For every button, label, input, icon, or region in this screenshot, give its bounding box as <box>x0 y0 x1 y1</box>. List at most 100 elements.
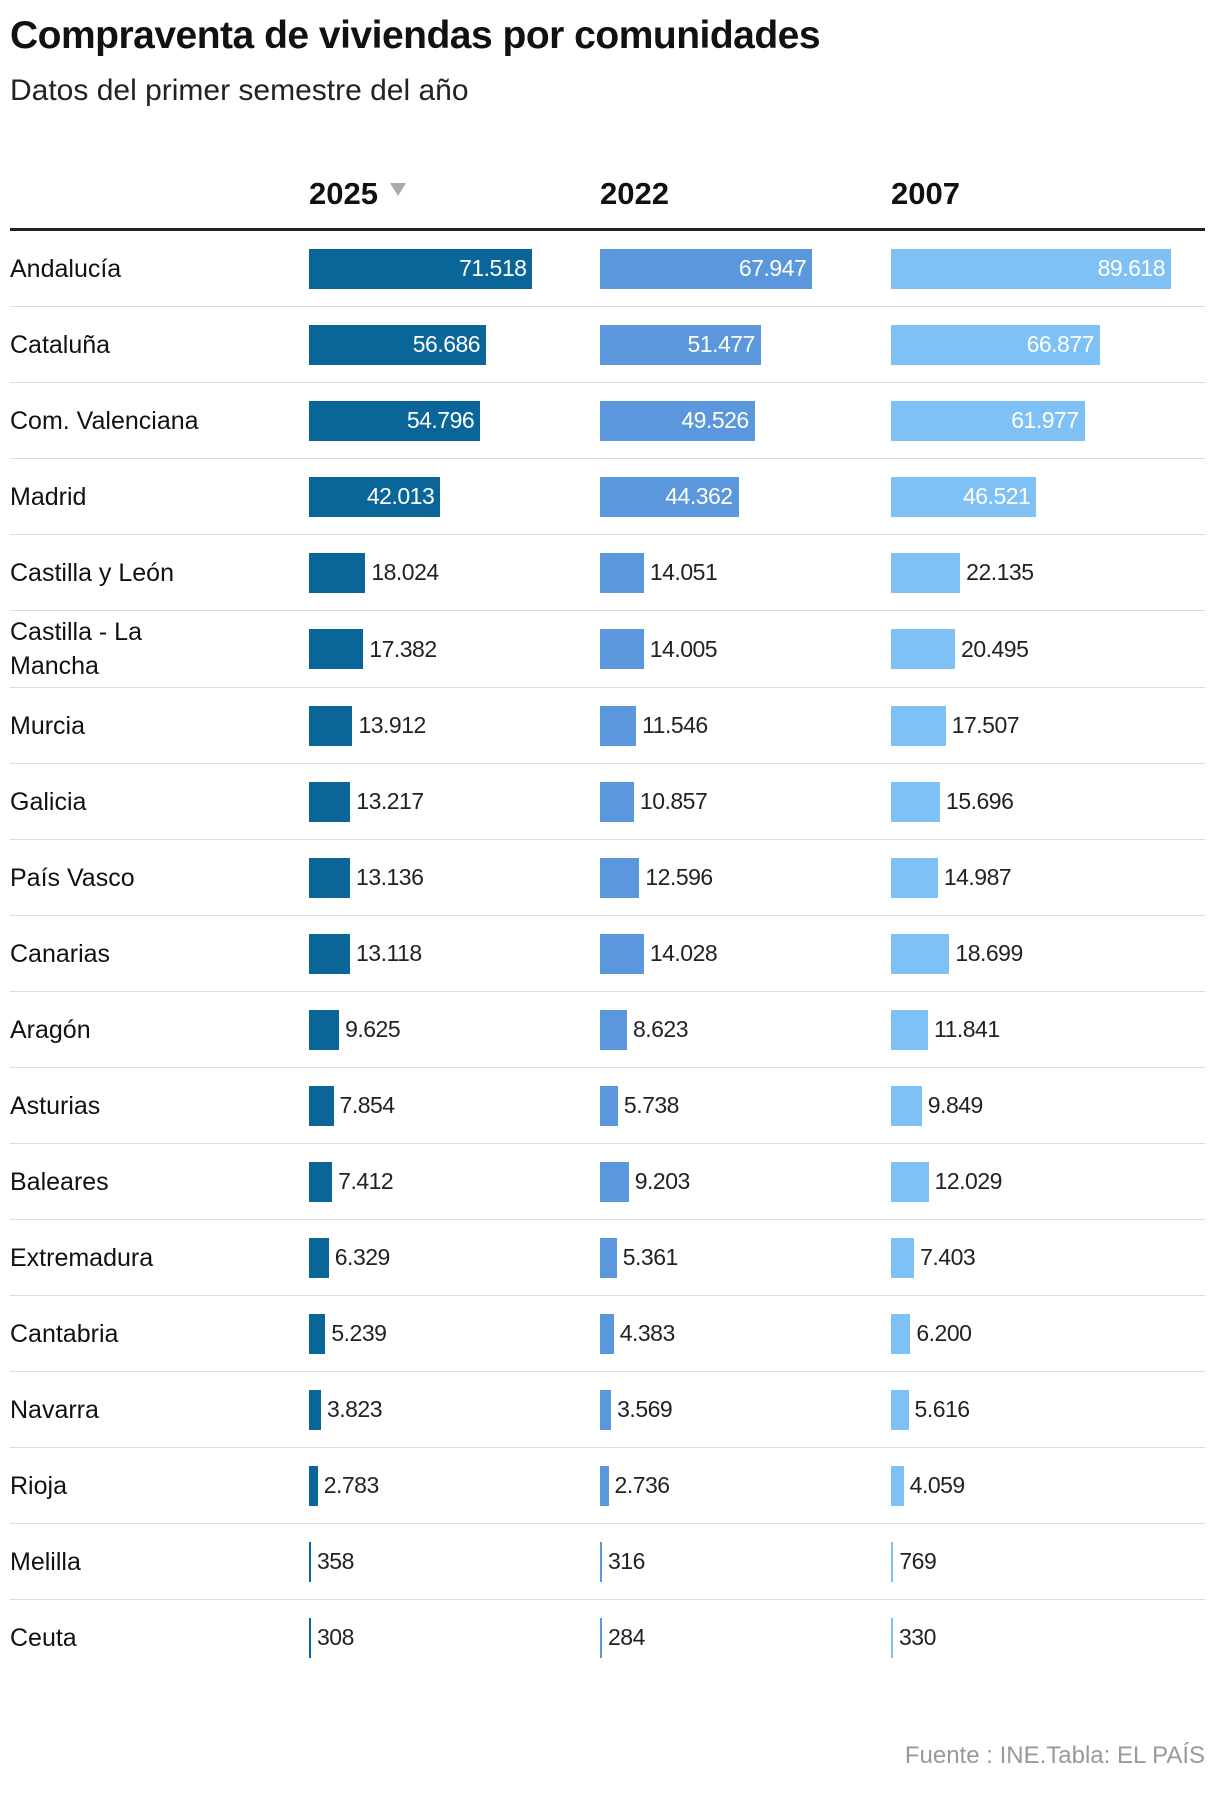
value-label: 13.912 <box>358 712 426 738</box>
table-row: Com. Valenciana 54.796 49.526 61.977 <box>10 383 1205 459</box>
bar-cell: 13.118 <box>309 933 600 974</box>
value-label: 358 <box>317 1548 354 1574</box>
bar-cell: 89.618 <box>891 248 1205 289</box>
row-label: Baleares <box>10 1167 109 1196</box>
bar <box>891 933 950 974</box>
bar-cell: 9.625 <box>309 1009 600 1050</box>
value-label: 308 <box>317 1624 354 1650</box>
value-label: 14.987 <box>943 864 1012 890</box>
value-label: 13.217 <box>356 788 424 814</box>
bar <box>891 1085 922 1126</box>
bar-cell: 4.059 <box>891 1465 1205 1506</box>
bar-cell: 66.877 <box>891 324 1205 365</box>
value-label: 12.029 <box>934 1168 1003 1194</box>
value-label: 17.382 <box>369 635 437 662</box>
bar: 66.877 <box>891 324 1100 365</box>
bar-cell: 11.546 <box>600 705 891 746</box>
bar-cell: 17.507 <box>891 705 1205 746</box>
value-label: 18.699 <box>955 940 1023 966</box>
sort-indicator <box>389 182 406 196</box>
bar <box>891 705 946 746</box>
value-label: 3.823 <box>326 1396 383 1422</box>
bar-cell: 6.329 <box>309 1237 600 1278</box>
value-label: 13.118 <box>355 940 422 966</box>
value-label: 9.625 <box>345 1016 401 1042</box>
value-label: 6.200 <box>916 1320 972 1346</box>
bar-cell: 14.005 <box>600 629 891 669</box>
bar-cell: 56.686 <box>309 324 600 365</box>
row-label: Aragón <box>10 1015 91 1044</box>
bar <box>309 1617 311 1658</box>
bar <box>600 1009 627 1050</box>
bar-cell: 9.203 <box>600 1161 891 1202</box>
bar-cell: 14.028 <box>600 933 891 974</box>
bar <box>600 1085 618 1126</box>
bar <box>891 1389 909 1430</box>
bar <box>600 857 640 898</box>
bar-cell: 46.521 <box>891 476 1205 517</box>
value-label: 49.526 <box>681 407 749 433</box>
value-label: 17.507 <box>951 712 1020 738</box>
bar-cell: 5.738 <box>600 1085 891 1126</box>
value-label: 13.136 <box>356 864 424 890</box>
bar-cell: 316 <box>600 1541 891 1582</box>
value-label: 316 <box>608 1548 645 1574</box>
table-row: Aragón 9.625 8.623 11.841 <box>10 992 1205 1068</box>
value-label: 22.135 <box>966 559 1034 585</box>
bar <box>891 857 938 898</box>
value-label: 9.203 <box>634 1168 691 1194</box>
bar-cell: 18.024 <box>309 552 600 593</box>
value-label: 12.596 <box>645 864 713 890</box>
table-row: Castilla y León 18.024 14.051 22.135 <box>10 535 1205 611</box>
table: 2025 2022 2007 Andalucía 71.518 67.947 89.618… <box>10 160 1205 1675</box>
value-label: 15.696 <box>946 788 1014 814</box>
bar <box>309 1085 334 1126</box>
column-year: 2022 <box>600 176 669 211</box>
bar <box>891 1541 894 1582</box>
bar-cell: 42.013 <box>309 476 600 517</box>
value-label: 51.477 <box>687 331 755 357</box>
bar-cell: 13.136 <box>309 857 600 898</box>
value-label: 7.854 <box>339 1092 396 1118</box>
bar-cell: 5.616 <box>891 1389 1205 1430</box>
value-label: 4.383 <box>619 1320 676 1346</box>
bar-cell: 15.696 <box>891 781 1205 822</box>
bar-cell: 12.029 <box>891 1161 1205 1202</box>
table-row: Ceuta 308 284 330 <box>10 1600 1205 1675</box>
bar-cell: 71.518 <box>309 248 600 289</box>
value-label: 11.546 <box>642 712 708 738</box>
value-label: 2.736 <box>614 1472 671 1498</box>
chart-title: Compraventa de viviendas por comunidades <box>10 14 821 57</box>
bar-cell: 51.477 <box>600 324 891 365</box>
table-row: Navarra 3.823 3.569 5.616 <box>10 1372 1205 1448</box>
bar <box>309 1161 333 1202</box>
bar: 61.977 <box>891 400 1085 441</box>
bar-cell: 5.361 <box>600 1237 891 1278</box>
value-label: 67.947 <box>738 255 807 281</box>
bar <box>309 857 351 898</box>
bar-cell: 4.383 <box>600 1313 891 1354</box>
bar-cell: 13.217 <box>309 781 600 822</box>
table-row: Cataluña 56.686 51.477 66.877 <box>10 307 1205 383</box>
bar-cell: 18.699 <box>891 933 1205 974</box>
value-label: 14.028 <box>649 940 718 966</box>
value-label: 5.738 <box>623 1092 680 1118</box>
bar <box>600 1617 602 1658</box>
bar-cell: 13.912 <box>309 705 600 746</box>
bar <box>309 1237 329 1278</box>
header-row: 2025 2022 2007 <box>10 160 1205 231</box>
table-row: Murcia 13.912 11.546 17.507 <box>10 688 1205 764</box>
bar-cell: 17.382 <box>309 629 600 669</box>
bar-cell: 6.200 <box>891 1313 1205 1354</box>
row-label: Ceuta <box>10 1623 77 1652</box>
bar <box>600 1389 612 1430</box>
table-row: Galicia 13.217 10.857 15.696 <box>10 764 1205 840</box>
table-row: Madrid 42.013 44.362 46.521 <box>10 459 1205 535</box>
bar <box>600 781 634 822</box>
value-label: 14.051 <box>649 559 718 585</box>
column-year: 2025 <box>309 176 378 211</box>
value-label: 66.877 <box>1026 331 1095 357</box>
bar-cell: 22.135 <box>891 552 1205 593</box>
source: Fuente : INE.Tabla: EL PAÍS <box>904 1742 1205 1769</box>
